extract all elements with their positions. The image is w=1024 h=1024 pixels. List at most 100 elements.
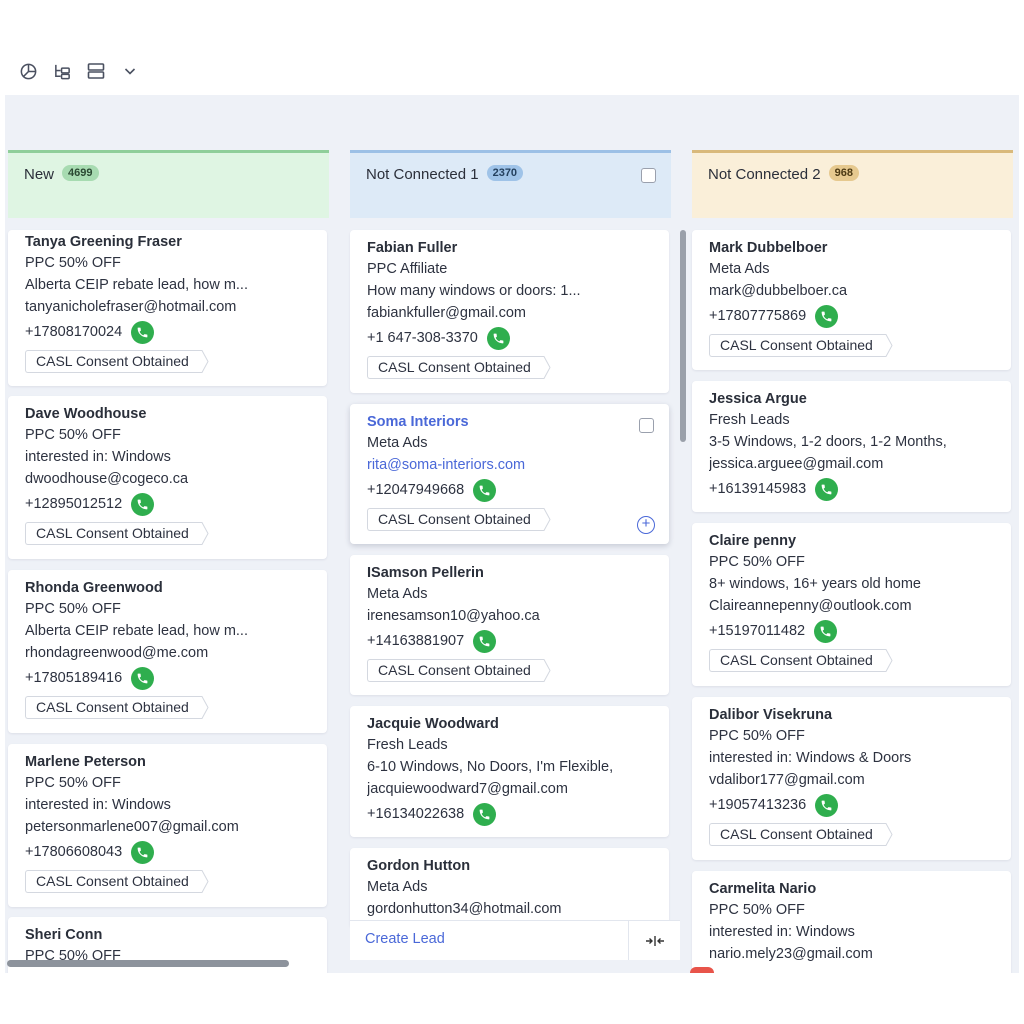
lead-card[interactable]: Fabian Fuller PPC Affiliate How many win… bbox=[350, 230, 669, 393]
lead-source: PPC 50% OFF bbox=[25, 255, 121, 271]
lead-card[interactable]: Jacquie Woodward Fresh Leads 6-10 Window… bbox=[350, 706, 669, 837]
lead-email[interactable]: mark@dubbelboer.ca bbox=[709, 283, 848, 299]
lead-card[interactable]: ISamson Pellerin Meta Ads irenesamson10@… bbox=[350, 555, 669, 695]
lead-phone: +17807775869 bbox=[709, 308, 807, 324]
select-all-checkbox[interactable] bbox=[641, 168, 656, 183]
lead-name[interactable]: Soma Interiors bbox=[367, 414, 469, 430]
lead-email[interactable]: irenesamson10@yahoo.ca bbox=[367, 608, 540, 624]
column-header[interactable]: Not Connected 1 2370 bbox=[350, 150, 671, 218]
lead-card[interactable]: Dave Woodhouse PPC 50% OFF interested in… bbox=[8, 396, 327, 559]
count-badge: 968 bbox=[828, 165, 859, 181]
lead-email[interactable]: petersonmarlene007@gmail.com bbox=[25, 819, 239, 835]
lead-detail: 8+ windows, 16+ years old home bbox=[709, 576, 921, 592]
phone-call-icon[interactable] bbox=[815, 304, 839, 328]
phone-call-icon[interactable] bbox=[131, 666, 155, 690]
lead-email[interactable]: jacquiewoodward7@gmail.com bbox=[367, 781, 568, 797]
lead-detail: interested in: Windows bbox=[25, 449, 171, 465]
column-title: Not Connected 2 bbox=[708, 166, 821, 183]
lead-name[interactable]: Jacquie Woodward bbox=[367, 716, 499, 732]
consent-tag: CASL Consent Obtained bbox=[367, 508, 551, 531]
lead-phone: +19057413236 bbox=[709, 797, 807, 813]
lead-name[interactable]: Carmelita Nario bbox=[709, 881, 817, 897]
lead-email[interactable]: nario.mely23@gmail.com bbox=[709, 946, 873, 962]
lead-card[interactable]: Carmelita Nario PPC 50% OFF interested i… bbox=[692, 871, 1011, 973]
lead-name[interactable]: Tanya Greening Fraser bbox=[25, 234, 182, 250]
lead-card-hovered[interactable]: Soma Interiors Meta Ads rita@soma-interi… bbox=[350, 404, 669, 544]
notification-indicator[interactable] bbox=[690, 967, 714, 973]
lead-source: PPC 50% OFF bbox=[25, 775, 121, 791]
consent-tag: CASL Consent Obtained bbox=[709, 334, 893, 357]
rows-view-icon[interactable] bbox=[86, 61, 106, 81]
phone-call-icon[interactable] bbox=[473, 802, 497, 826]
pie-chart-icon[interactable] bbox=[18, 61, 38, 81]
hierarchy-icon[interactable] bbox=[52, 61, 72, 81]
lead-source: PPC Affiliate bbox=[367, 261, 448, 277]
lead-detail: Alberta CEIP rebate lead, how m... bbox=[25, 277, 248, 293]
lead-name[interactable]: Fabian Fuller bbox=[367, 240, 458, 256]
consent-tag: CASL Consent Obtained bbox=[25, 522, 209, 545]
lead-phone: +16134022638 bbox=[367, 806, 465, 822]
column-title: Not Connected 1 bbox=[366, 166, 479, 183]
lead-name[interactable]: ISamson Pellerin bbox=[367, 565, 484, 581]
vertical-scrollbar[interactable] bbox=[680, 230, 686, 442]
lead-phone: +17808170024 bbox=[25, 324, 123, 340]
lead-detail: 3-5 Windows, 1-2 doors, 1-2 Months, bbox=[709, 434, 947, 450]
lead-detail: interested in: Windows bbox=[709, 924, 855, 940]
consent-tag: CASL Consent Obtained bbox=[25, 696, 209, 719]
column-not-connected-2: Not Connected 2 968 Mark Dubbelboer Meta… bbox=[692, 150, 1013, 973]
phone-call-icon[interactable] bbox=[815, 477, 839, 501]
lead-card[interactable]: Marlene Peterson PPC 50% OFF interested … bbox=[8, 744, 327, 907]
lead-email[interactable]: rhondagreenwood@me.com bbox=[25, 645, 209, 661]
lead-card[interactable]: Rhonda Greenwood PPC 50% OFF Alberta CEI… bbox=[8, 570, 327, 733]
phone-call-icon[interactable] bbox=[815, 793, 839, 817]
lead-name[interactable]: Claire penny bbox=[709, 533, 797, 549]
card-select-checkbox[interactable] bbox=[639, 418, 654, 433]
lead-email[interactable]: rita@soma-interiors.com bbox=[367, 457, 526, 473]
consent-tag: CASL Consent Obtained bbox=[367, 356, 551, 379]
lead-name[interactable]: Sheri Conn bbox=[25, 927, 103, 943]
lead-name[interactable]: Rhonda Greenwood bbox=[25, 580, 163, 596]
lead-card[interactable]: Gordon Hutton Meta Ads gordonhutton34@ho… bbox=[350, 848, 669, 928]
lead-card[interactable]: Claire penny PPC 50% OFF 8+ windows, 16+… bbox=[692, 523, 1011, 686]
lead-email[interactable]: tanyanicholefraser@hotmail.com bbox=[25, 299, 237, 315]
lead-email[interactable]: dwoodhouse@cogeco.ca bbox=[25, 471, 189, 487]
column-new: New 4699 Tanya Greening Fraser PPC 50% O… bbox=[8, 150, 329, 973]
collapse-column-icon[interactable] bbox=[628, 921, 680, 960]
lead-phone: +1 647-308-3370 bbox=[367, 330, 478, 346]
column-header[interactable]: Not Connected 2 968 bbox=[692, 150, 1013, 218]
lead-name[interactable]: Dave Woodhouse bbox=[25, 406, 147, 422]
phone-call-icon[interactable] bbox=[131, 840, 155, 864]
lead-card[interactable]: Mark Dubbelboer Meta Ads mark@dubbelboer… bbox=[692, 230, 1011, 370]
lead-name[interactable]: Mark Dubbelboer bbox=[709, 240, 828, 256]
add-activity-icon[interactable]: + bbox=[637, 516, 655, 534]
phone-call-icon[interactable] bbox=[473, 478, 497, 502]
lead-name[interactable]: Gordon Hutton bbox=[367, 858, 471, 874]
lead-card[interactable]: Dalibor Visekruna PPC 50% OFF interested… bbox=[692, 697, 1011, 860]
consent-tag: CASL Consent Obtained bbox=[25, 350, 209, 373]
lead-name[interactable]: Jessica Argue bbox=[709, 391, 807, 407]
lead-card[interactable]: Tanya Greening Fraser PPC 50% OFF Albert… bbox=[8, 230, 327, 386]
phone-call-icon[interactable] bbox=[486, 326, 510, 350]
lead-name[interactable]: Dalibor Visekruna bbox=[709, 707, 833, 723]
lead-email[interactable]: Claireannepenny@outlook.com bbox=[709, 598, 912, 614]
phone-call-icon[interactable] bbox=[814, 619, 838, 643]
horizontal-scrollbar[interactable] bbox=[7, 960, 289, 967]
lead-email[interactable]: gordonhutton34@hotmail.com bbox=[367, 901, 562, 917]
lead-card[interactable]: Jessica Argue Fresh Leads 3-5 Windows, 1… bbox=[692, 381, 1011, 512]
lead-email[interactable]: fabiankfuller@gmail.com bbox=[367, 305, 526, 321]
lead-detail: interested in: Windows & Doors bbox=[709, 750, 912, 766]
lead-source: Meta Ads bbox=[367, 879, 428, 895]
phone-call-icon[interactable] bbox=[131, 492, 155, 516]
lead-phone: +12047949668 bbox=[367, 482, 465, 498]
consent-tag: CASL Consent Obtained bbox=[25, 870, 209, 893]
create-lead-button[interactable]: Create Lead bbox=[365, 931, 445, 947]
phone-call-icon[interactable] bbox=[131, 320, 155, 344]
chevron-down-icon[interactable] bbox=[120, 61, 140, 81]
lead-phone: +17806608043 bbox=[25, 844, 123, 860]
lead-name[interactable]: Marlene Peterson bbox=[25, 754, 146, 770]
lead-email[interactable]: jessica.arguee@gmail.com bbox=[709, 456, 884, 472]
lead-email[interactable]: vdalibor177@gmail.com bbox=[709, 772, 865, 788]
column-not-connected-1: Not Connected 1 2370 Fabian Fuller PPC A… bbox=[350, 150, 680, 973]
phone-call-icon[interactable] bbox=[473, 629, 497, 653]
column-header[interactable]: New 4699 bbox=[8, 150, 329, 218]
